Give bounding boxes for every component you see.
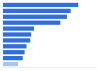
bar	[3, 3, 78, 7]
bar	[3, 21, 60, 25]
bar	[3, 26, 34, 30]
chart-svg	[0, 0, 100, 71]
bar	[3, 9, 71, 13]
bar	[3, 44, 27, 48]
bar	[3, 62, 18, 66]
bar	[3, 15, 67, 19]
x-axis-line	[3, 67, 97, 68]
chart-container	[0, 0, 100, 71]
bar	[3, 38, 30, 42]
bars	[3, 3, 78, 66]
bar	[3, 50, 25, 54]
bar	[3, 32, 31, 36]
bar	[3, 56, 23, 60]
